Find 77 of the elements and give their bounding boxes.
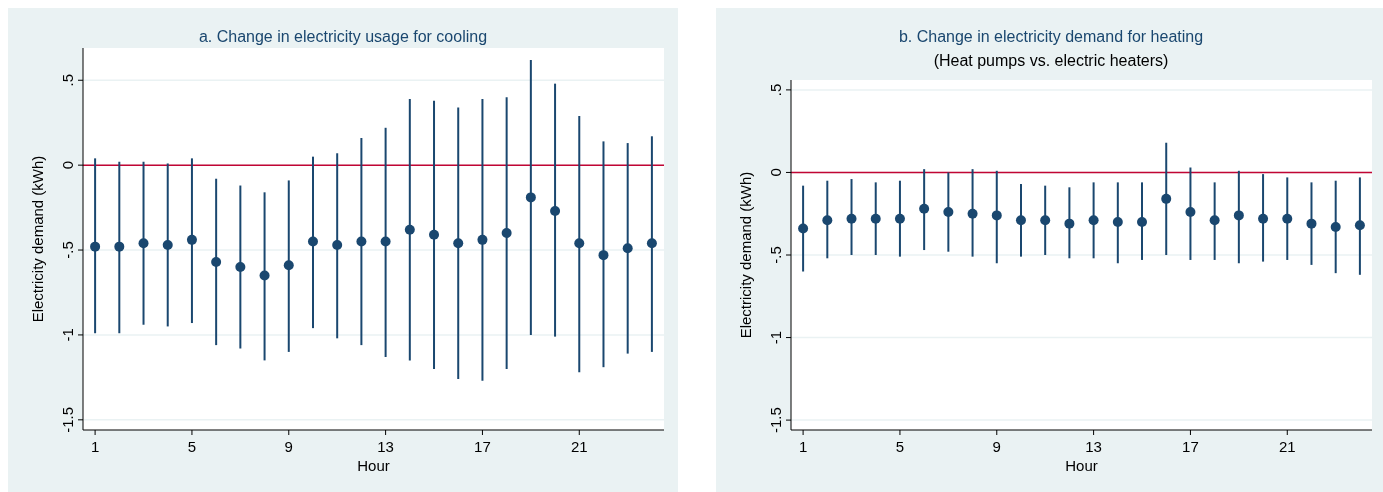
point bbox=[1330, 221, 1341, 232]
point bbox=[429, 229, 440, 240]
point bbox=[1137, 216, 1148, 227]
point bbox=[1354, 220, 1365, 231]
chart-subtitle: (Heat pumps vs. electric heaters) bbox=[933, 52, 1169, 69]
point bbox=[822, 215, 833, 226]
y-tick-label: -1.5 bbox=[767, 407, 784, 434]
point bbox=[1040, 215, 1051, 226]
point bbox=[235, 262, 246, 273]
y-tick-label: .5 bbox=[767, 83, 784, 97]
point bbox=[598, 250, 609, 261]
y-tick-label: -.5 bbox=[59, 241, 76, 259]
x-tick-label: 1 bbox=[90, 438, 100, 455]
point bbox=[380, 236, 391, 247]
x-tick-label: 17 bbox=[474, 438, 491, 455]
x-axis-title: Hour bbox=[357, 457, 390, 474]
point bbox=[114, 241, 125, 252]
point bbox=[943, 207, 954, 218]
point bbox=[1233, 210, 1244, 221]
x-axis-title: Hour bbox=[1065, 457, 1098, 474]
point bbox=[574, 238, 585, 249]
point bbox=[1306, 218, 1317, 229]
point bbox=[870, 213, 881, 224]
point bbox=[501, 228, 512, 239]
y-axis-title: Electricity demand (kWh) bbox=[737, 171, 754, 339]
x-tick-label: 9 bbox=[284, 438, 293, 455]
x-tick-label: 13 bbox=[1085, 438, 1102, 455]
point bbox=[186, 234, 197, 245]
point bbox=[307, 236, 318, 247]
x-tick-label: 5 bbox=[895, 438, 905, 455]
point bbox=[550, 205, 561, 216]
point bbox=[622, 243, 633, 254]
point bbox=[90, 241, 101, 252]
y-axis-title: Electricity demand (kWh) bbox=[29, 155, 46, 323]
point bbox=[846, 213, 857, 224]
point bbox=[162, 239, 173, 250]
x-tick-label: 5 bbox=[187, 438, 197, 455]
point bbox=[477, 234, 488, 245]
point bbox=[1015, 215, 1026, 226]
x-tick-label: 9 bbox=[992, 438, 1001, 455]
point bbox=[646, 238, 657, 249]
point bbox=[1088, 215, 1099, 226]
point bbox=[1161, 193, 1172, 204]
y-tick-label: 0 bbox=[767, 168, 784, 177]
point bbox=[356, 236, 367, 247]
y-tick-label: -1 bbox=[59, 328, 76, 342]
chart-title: a. Change in electricity usage for cooling bbox=[198, 28, 488, 45]
point bbox=[259, 270, 270, 281]
point bbox=[1258, 213, 1269, 224]
point bbox=[138, 238, 149, 249]
y-tick-label: -1.5 bbox=[59, 406, 76, 433]
x-tick-label: 1 bbox=[798, 438, 808, 455]
point bbox=[332, 239, 343, 250]
point bbox=[894, 213, 905, 224]
point bbox=[991, 210, 1002, 221]
x-tick-label: 21 bbox=[1278, 438, 1296, 455]
point bbox=[404, 224, 415, 235]
point bbox=[283, 260, 294, 271]
x-tick-label: 21 bbox=[570, 438, 588, 455]
point bbox=[1185, 207, 1196, 218]
x-tick-label: 13 bbox=[377, 438, 394, 455]
point bbox=[453, 238, 464, 249]
chart-title: b. Change in electricity demand for heating bbox=[898, 28, 1204, 45]
point bbox=[1064, 218, 1075, 229]
point bbox=[1112, 216, 1123, 227]
point bbox=[798, 223, 809, 234]
point bbox=[1209, 215, 1220, 226]
point bbox=[919, 203, 930, 214]
y-tick-label: -.5 bbox=[767, 246, 784, 264]
point bbox=[525, 192, 536, 203]
point bbox=[1282, 213, 1293, 224]
y-tick-label: 0 bbox=[59, 160, 76, 170]
y-tick-label: .5 bbox=[59, 74, 76, 87]
x-tick-label: 17 bbox=[1182, 438, 1199, 455]
y-tick-label: -1 bbox=[767, 330, 784, 345]
point bbox=[211, 256, 222, 267]
point bbox=[967, 208, 978, 219]
